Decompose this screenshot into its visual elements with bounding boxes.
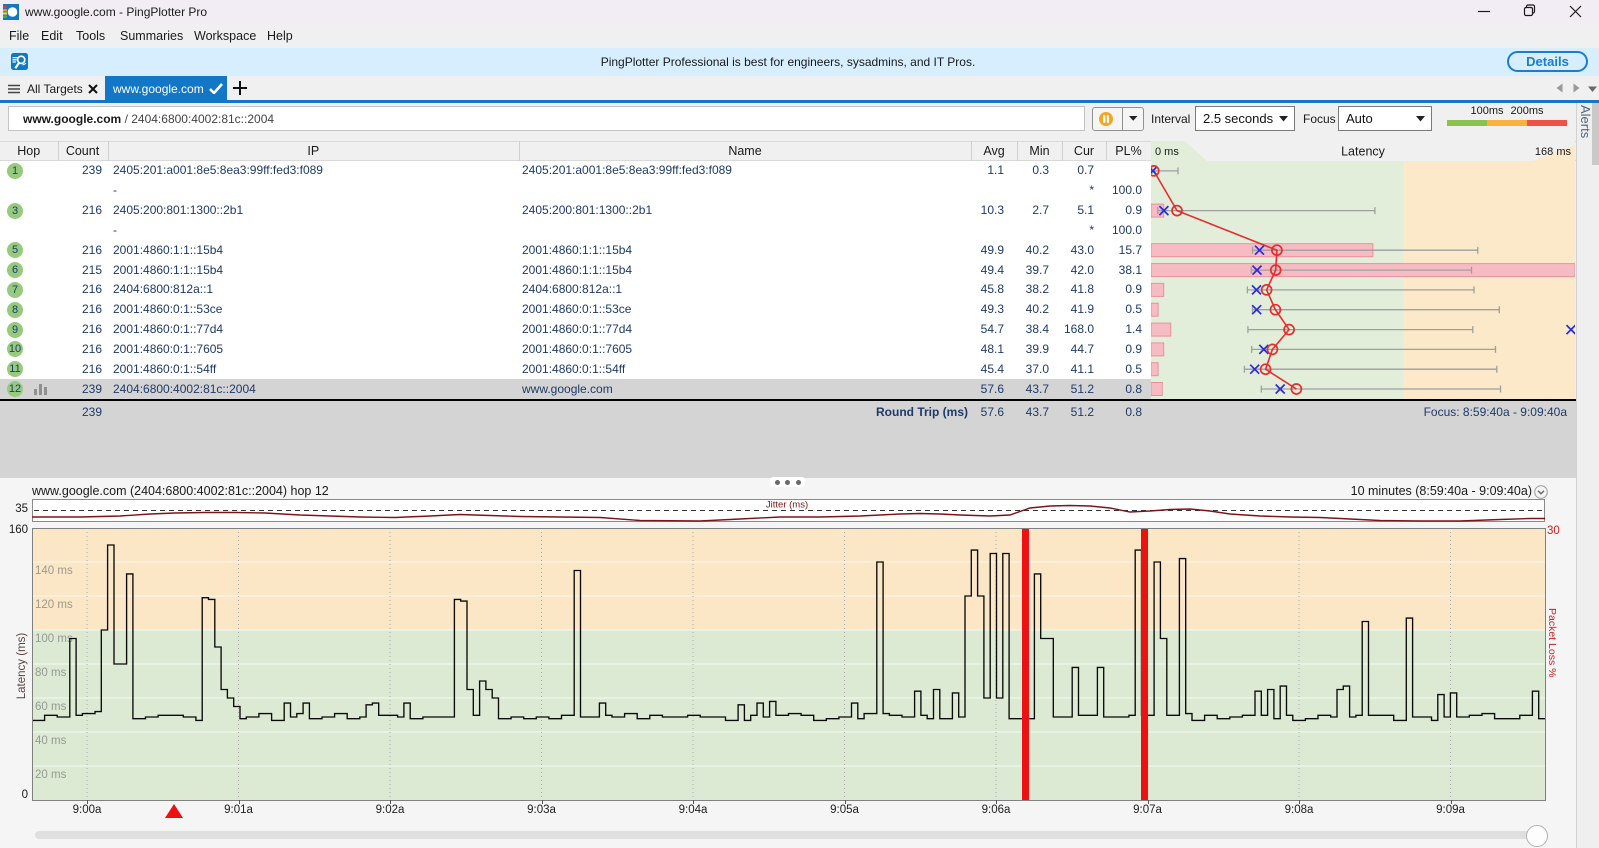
svg-text:Latency: Latency bbox=[1341, 145, 1386, 159]
svg-text:20 ms: 20 ms bbox=[35, 769, 67, 781]
svg-text:140 ms: 140 ms bbox=[35, 565, 73, 577]
svg-text:120 ms: 120 ms bbox=[35, 599, 73, 611]
svg-text:100 ms: 100 ms bbox=[35, 633, 73, 645]
svg-text:168 ms: 168 ms bbox=[1535, 146, 1572, 158]
svg-text:0 ms: 0 ms bbox=[1155, 146, 1179, 158]
svg-text:40 ms: 40 ms bbox=[35, 735, 67, 747]
svg-text:60 ms: 60 ms bbox=[35, 701, 67, 713]
svg-text:80 ms: 80 ms bbox=[35, 667, 67, 679]
svg-text:Jitter (ms): Jitter (ms) bbox=[766, 500, 808, 511]
